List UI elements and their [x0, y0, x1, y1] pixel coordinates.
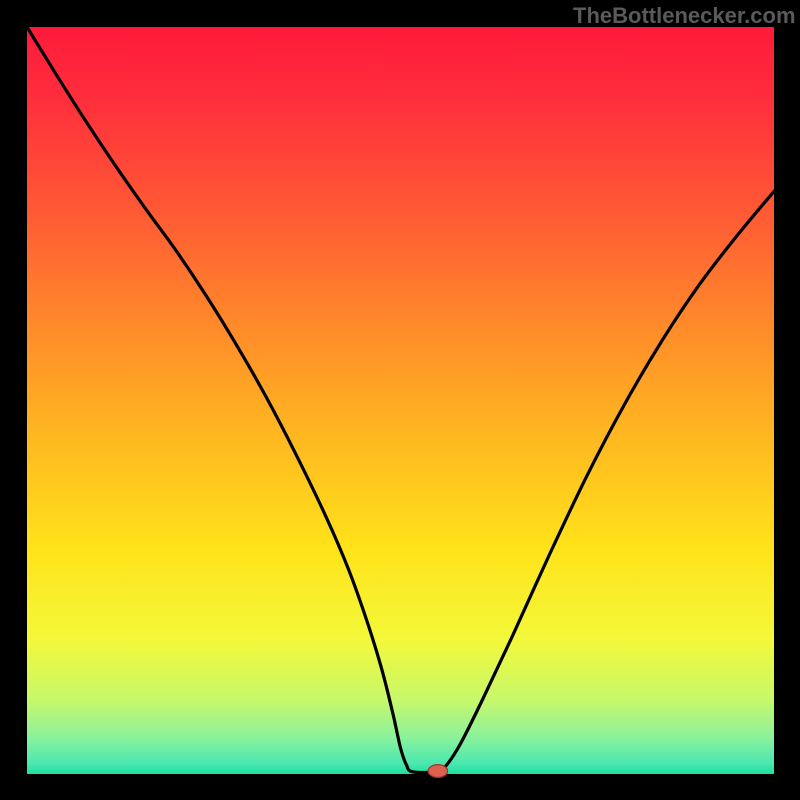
bottleneck-chart: [0, 0, 800, 800]
plot-area: [27, 27, 774, 774]
watermark-text: TheBottlenecker.com: [573, 3, 796, 29]
chart-stage: TheBottlenecker.com: [0, 0, 800, 800]
optimal-marker: [428, 765, 447, 778]
